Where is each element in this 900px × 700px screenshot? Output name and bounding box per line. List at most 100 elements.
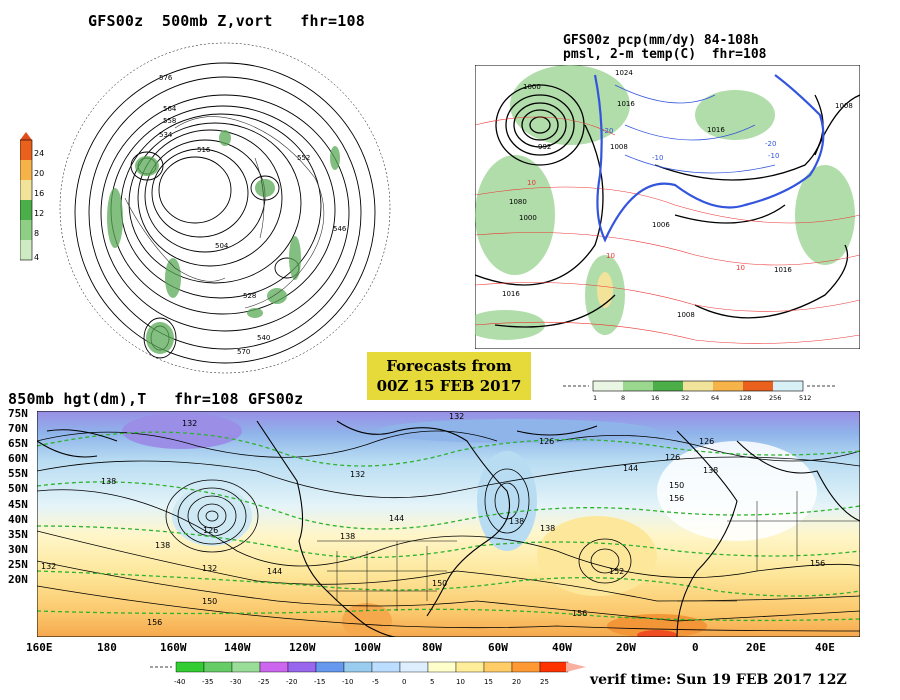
precip-colorbar-label: 8 (621, 394, 625, 402)
lat-label: 30N (8, 542, 28, 556)
lon-label: 120W (289, 641, 316, 654)
scale-label-8: 8 (34, 229, 40, 238)
pressure-label: 1000 (523, 83, 541, 91)
temp-colorbar-label: -20 (286, 678, 297, 686)
precip-map: 1000 992 1080 1000 1016 1016 1016 1008 1… (475, 65, 860, 349)
temperature-colorbar-cell (203, 661, 233, 673)
precip-heavy (597, 272, 613, 308)
main-height-label: 126 (665, 453, 680, 462)
height-label: 516 (197, 146, 211, 154)
main-height-labels: 132 126 126 126 132 138 144 138 138 132 … (41, 412, 825, 627)
lat-label: 65N (8, 437, 28, 451)
lat-label: 50N (8, 482, 28, 496)
temperature-colorbar-cell (259, 661, 289, 673)
cold-contours (614, 84, 776, 174)
temperature-colorbar-labels: -40 -35 -30 -25 -20 -15 -10 -5 0 5 10 15… (174, 678, 549, 686)
precip-colorbar-label: 16 (651, 394, 659, 402)
temp-labels: -20 -10 10 10 -10 -20 10 (527, 127, 779, 272)
main-height-label: 156 (669, 494, 684, 503)
vorticity-scale: 24 20 16 12 8 4 (19, 132, 60, 268)
temp-colorbar-label: -5 (372, 678, 379, 686)
scale-cell-12 (20, 200, 32, 220)
scale-border (19, 139, 33, 261)
temperature-colorbar-cell (287, 661, 317, 673)
height-label: 546 (333, 225, 347, 233)
temperature-colorbar-cell (455, 661, 485, 673)
temp-colorbar-label: 5 (430, 678, 434, 686)
height-label: 534 (159, 131, 173, 139)
main-height-label: 126 (539, 437, 554, 446)
pressure-label: 992 (538, 143, 551, 151)
temperature-colorbar-cell (343, 661, 373, 673)
main-height-label: 144 (623, 464, 638, 473)
temp-colorbar-label: -35 (202, 678, 213, 686)
main-height-label: 132 (202, 564, 217, 573)
scale-label-4: 4 (34, 253, 40, 262)
banner-line2: 00Z 15 FEB 2017 (376, 377, 522, 395)
main-height-label: 138 (509, 517, 524, 526)
lon-label: 160E (26, 641, 53, 654)
pressure-label: 1016 (774, 266, 792, 274)
scale-arrow-top (20, 132, 32, 140)
lon-label: 20W (616, 641, 636, 654)
lat-label: 60N (8, 452, 28, 466)
precip-colorbar-label: 256 (769, 394, 781, 402)
map-coastlines (37, 420, 860, 637)
temperature-colorbar-cell (371, 661, 401, 673)
lon-label: 140W (224, 641, 251, 654)
main-height-label: 132 (350, 470, 365, 479)
temp-label: 10 (736, 264, 745, 272)
scale-cell-8 (20, 220, 32, 240)
pressure-label: 1016 (707, 126, 725, 134)
lat-label: 45N (8, 497, 28, 511)
temperature-colorbar-cells (175, 661, 569, 673)
temp-label: -10 (652, 154, 663, 162)
latitude-axis: 75N 70N 65N 60N 55N 50N 45N 40N 35N 30N … (8, 406, 28, 587)
pressure-label: 1008 (835, 102, 853, 110)
vorticity-scale-graphic (19, 132, 33, 261)
forecast-banner: Forecasts from 00Z 15 FEB 2017 (367, 352, 531, 400)
main-height-label: 132 (41, 562, 56, 571)
temperature-colorbar-cell (539, 661, 569, 673)
scale-cell-24 (20, 140, 32, 160)
scale-label-16: 16 (34, 189, 45, 198)
temp-colorbar-label: -15 (314, 678, 325, 686)
main-height-label: 152 (609, 567, 624, 576)
banner-line1: Forecasts from (386, 357, 512, 375)
scale-label-24: 24 (34, 149, 45, 158)
lat-label: 55N (8, 467, 28, 481)
lon-label: 40W (552, 641, 572, 654)
main-height-label: 138 (155, 541, 170, 550)
main-height-label: 156 (572, 609, 587, 618)
main-height-label: 138 (540, 524, 555, 533)
temp-label: 10 (527, 179, 536, 187)
lon-label: 60W (488, 641, 508, 654)
temperature-colorbar-cell (511, 661, 541, 673)
lat-label: 70N (8, 422, 28, 436)
hemispheric-height-labels: 576 564 558 534 516 504 552 528 546 540 … (159, 74, 347, 356)
temp-colorbar-label: 15 (484, 678, 493, 686)
height-label: 570 (237, 348, 250, 356)
scale-cell-16 (20, 180, 32, 200)
temp-label: -20 (765, 140, 776, 148)
height-label: 564 (163, 105, 177, 113)
main-height-label: 150 (669, 481, 684, 490)
precip-colorbar-label: 128 (739, 394, 751, 402)
vorticity-fill (107, 130, 340, 354)
main-height-label: 156 (147, 618, 162, 627)
temp-colorbar-label: 10 (456, 678, 465, 686)
lon-label: 160W (160, 641, 187, 654)
precip-colorbar-label: 512 (799, 394, 811, 402)
main-height-label: 144 (389, 514, 404, 523)
lat-label: 75N (8, 407, 28, 420)
main-height-label: 150 (202, 597, 217, 606)
freezing-line (593, 74, 825, 243)
pressure-label: 1016 (502, 290, 520, 298)
temp-colorbar-label: -40 (174, 678, 185, 686)
height-label: 558 (163, 117, 176, 125)
temperature-colorbar: -40 -35 -30 -25 -20 -15 -10 -5 0 5 10 15… (150, 661, 586, 686)
temp-colorbar-label: 20 (512, 678, 521, 686)
colorbar-arrow-right (566, 662, 586, 672)
temp-label: -20 (602, 127, 613, 135)
temperature-colorbar-cell (427, 661, 457, 673)
